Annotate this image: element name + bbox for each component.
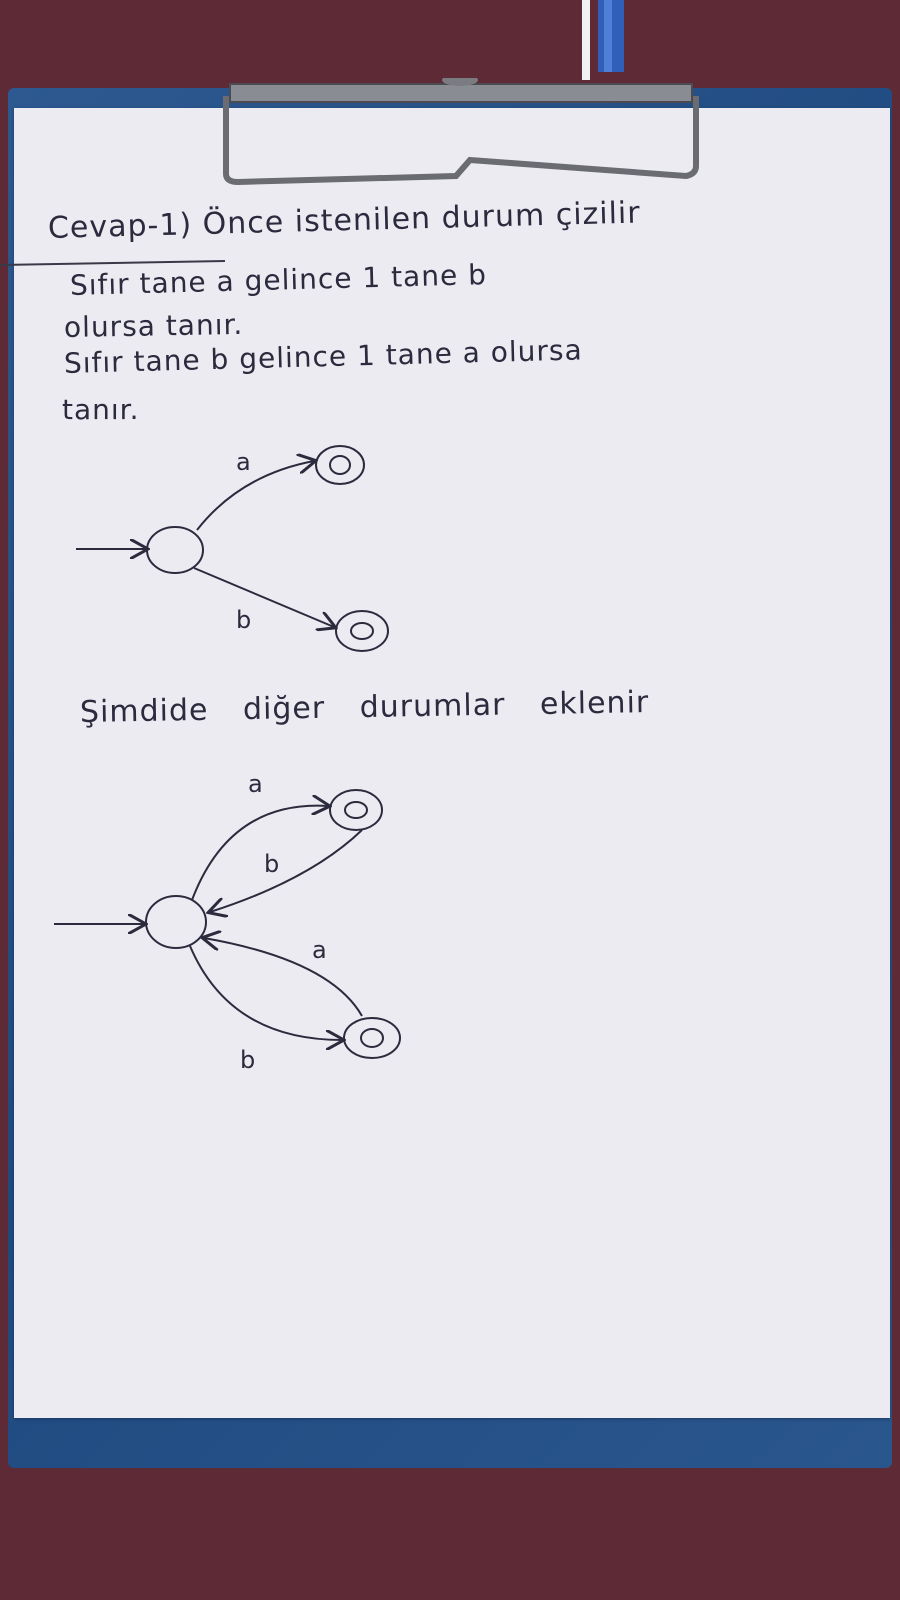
- paper-sheet: [14, 108, 890, 1418]
- text-line-2: olursa tanır.: [63, 307, 244, 344]
- pen-icon: [582, 0, 624, 80]
- text-line-4: tanır.: [62, 393, 140, 426]
